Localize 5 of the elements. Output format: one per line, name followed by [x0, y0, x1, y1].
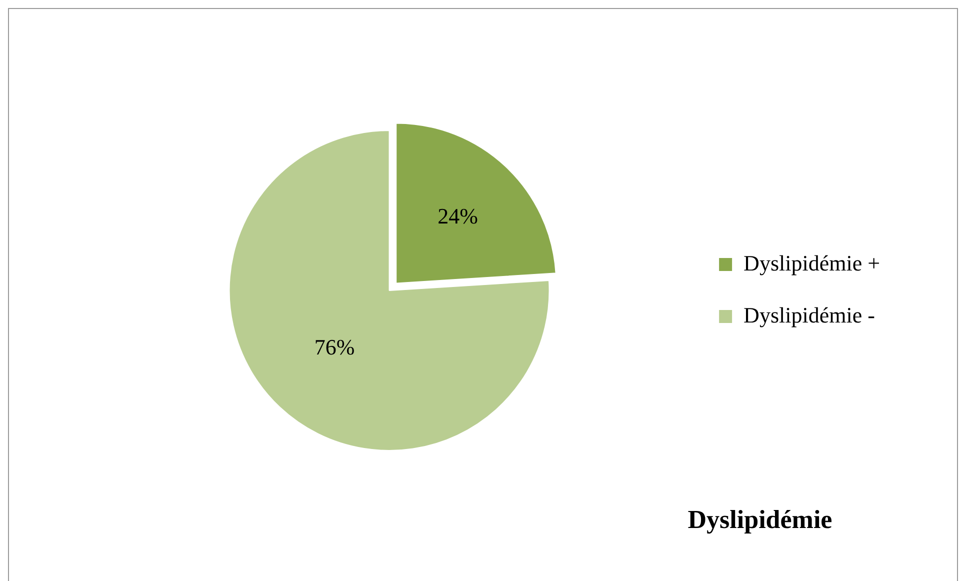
text: Dyslipidémie: [686, 505, 834, 535]
data-label: 76%: [314, 334, 355, 360]
data-label: 24%: [438, 203, 478, 228]
legend-label: Dyslipidémie -: [744, 302, 875, 328]
legend-label: Dyslipidémie +: [744, 250, 880, 276]
